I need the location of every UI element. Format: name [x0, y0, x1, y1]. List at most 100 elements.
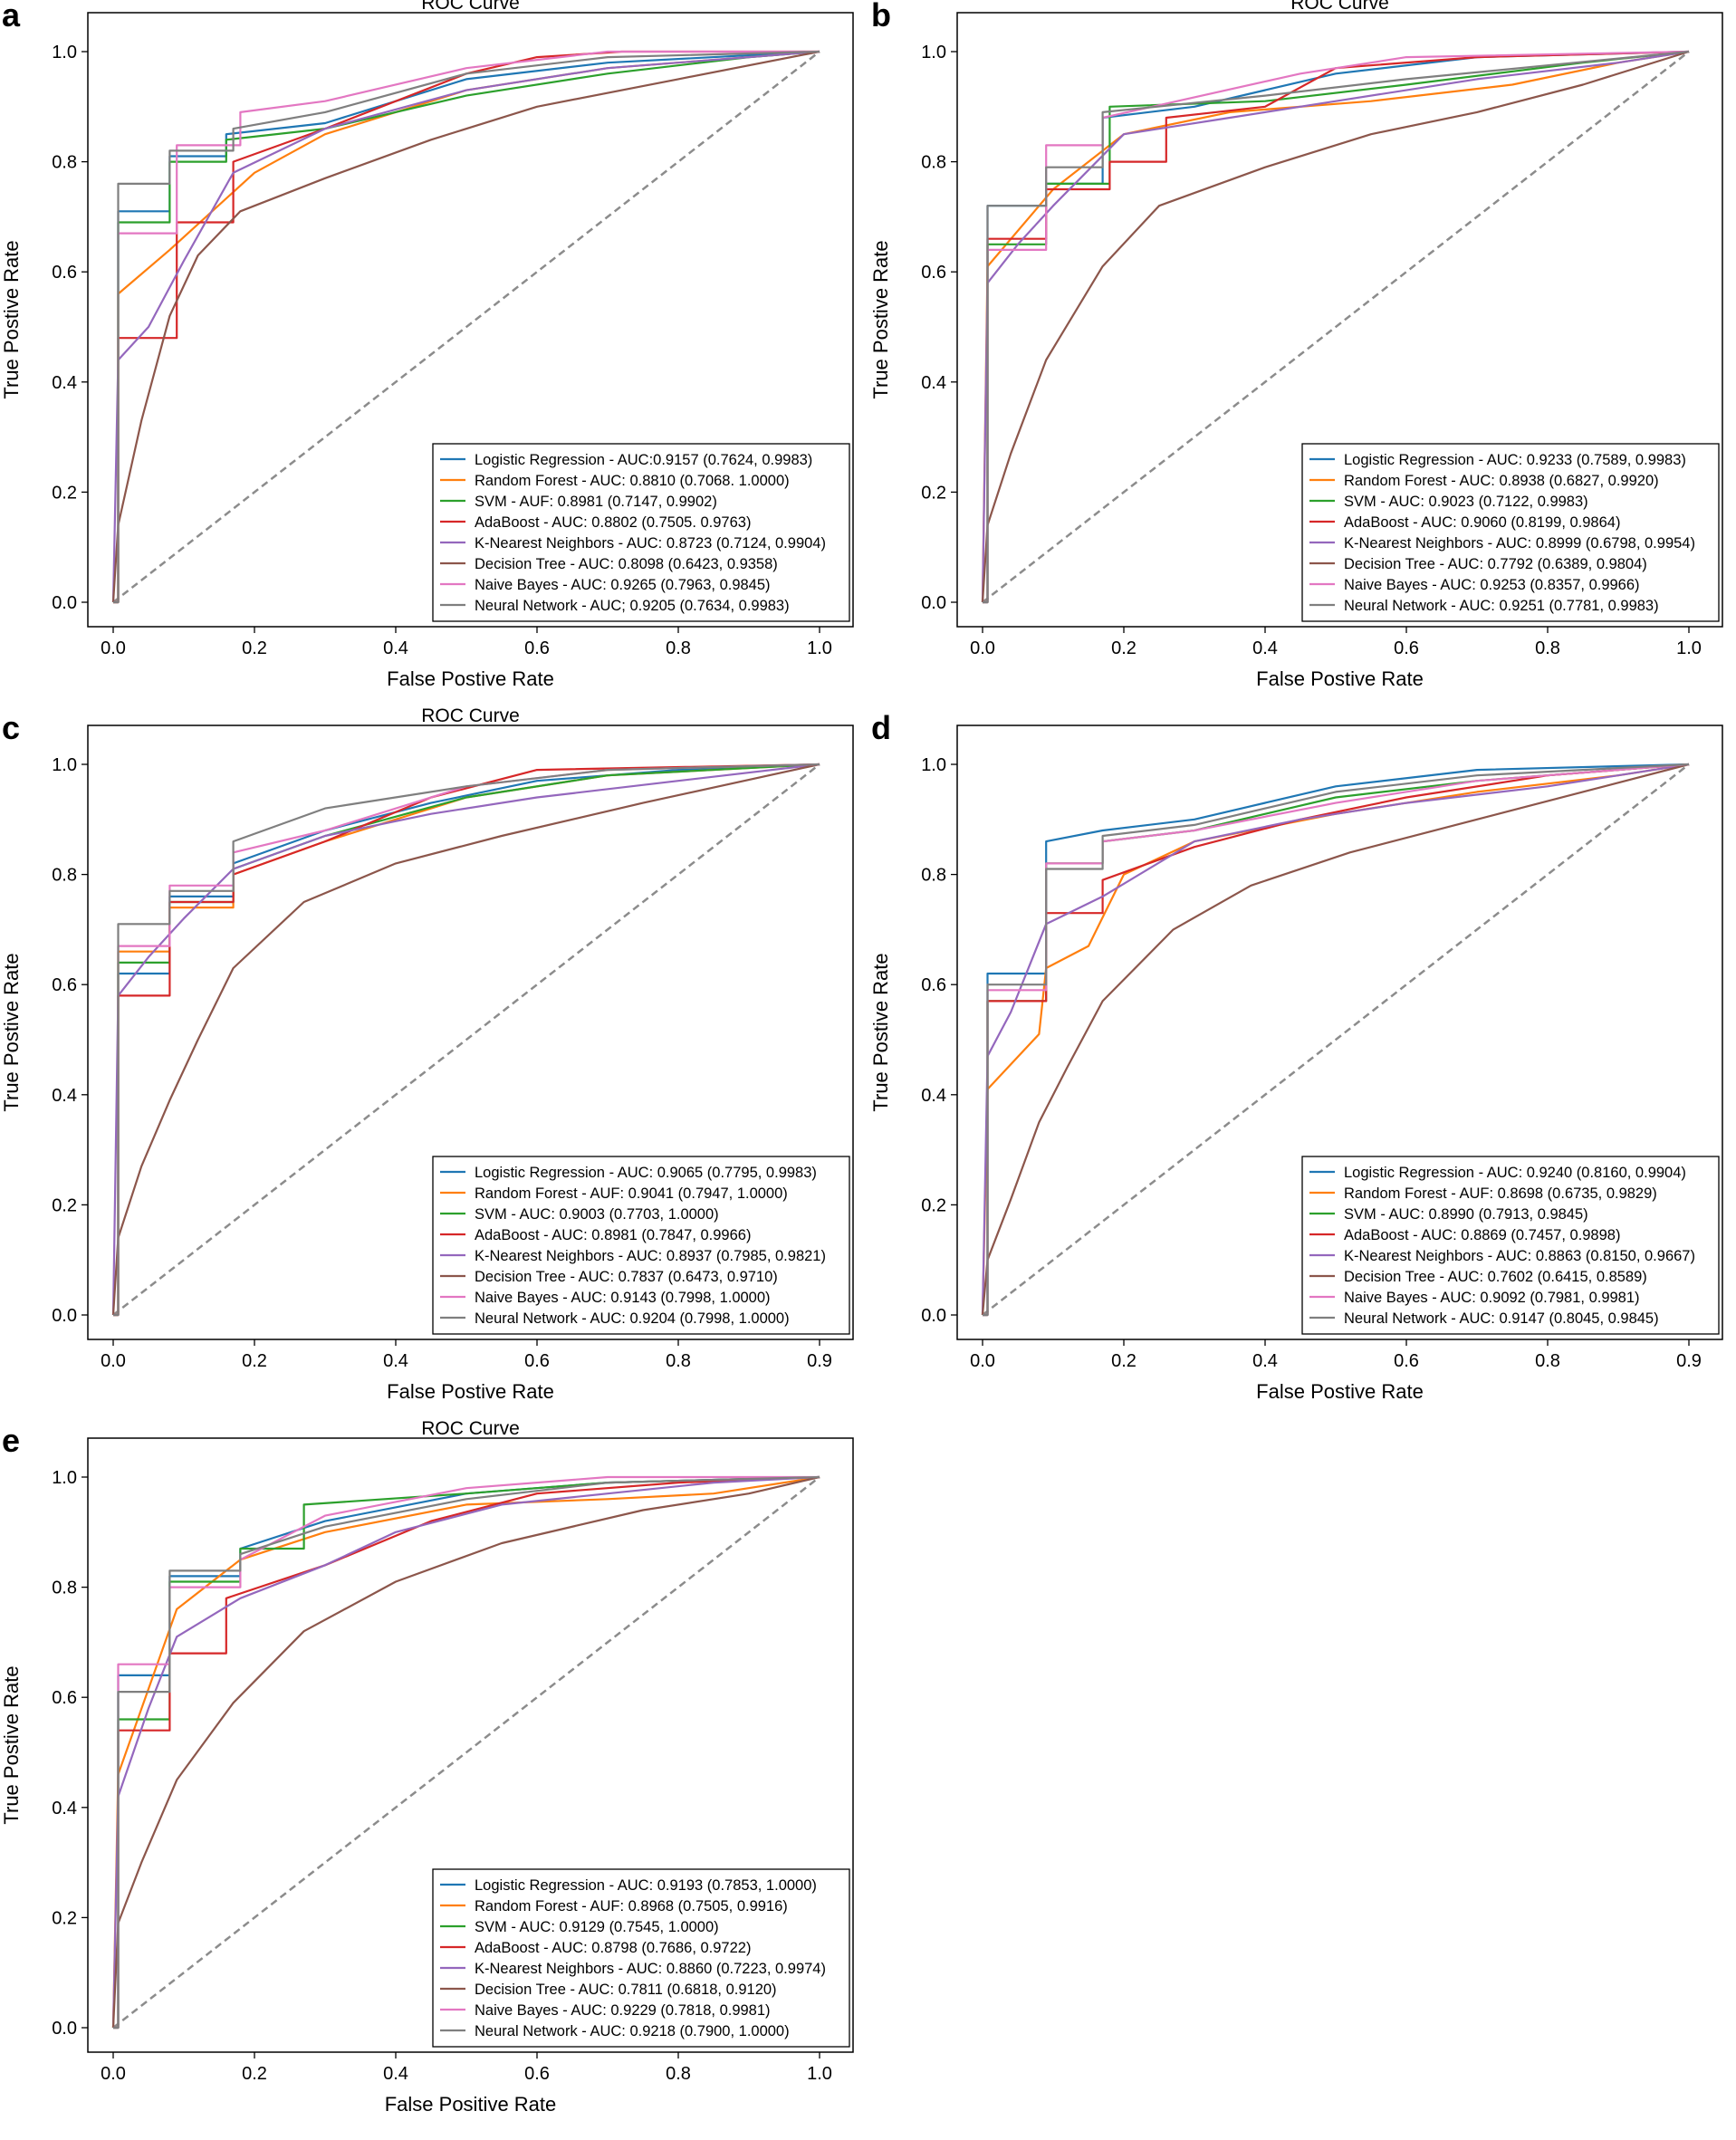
- chart-a-legend-entry-k-nearest-neighbors: K-Nearest Neighbors - AUC: 0.8723 (0.712…: [475, 535, 826, 552]
- chart-d-xtick-label: 0.6: [1394, 1351, 1419, 1371]
- chart-d-line-k-nearest-neighbors: [981, 763, 1690, 1316]
- chart-d-legend-entry-decision-tree: Decision Tree - AUC: 0.7602 (0.6415, 0.8…: [1344, 1269, 1647, 1285]
- chart-e-xlabel: False Positive Rate: [385, 2093, 557, 2116]
- chart-c-legend-entry-adaboost: AdaBoost - AUC: 0.8981 (0.7847, 0.9966): [475, 1227, 751, 1243]
- roc-chart-b: ROC Curve 0.0 0.0 0.2 0.2 0.4 0.4 0.6 0.6 0.8 0.8 1…: [869, 0, 1723, 690]
- chart-b-line-k-nearest-neighbors: [981, 50, 1690, 603]
- chart-b-xtick-label: 0.6: [1394, 638, 1419, 658]
- chart-b-ytick-label: 1.0: [921, 43, 946, 62]
- chart-c-ytick-label: 0.2: [52, 1195, 77, 1215]
- chart-b-legend: [1301, 443, 1720, 622]
- roc-panel-d: d 0.0 0.0 0.2 0.2 0.4 0.4 0.6 0.6 0.8 0.8 0.9 1.0 Fa…: [869, 709, 1736, 1425]
- chart-e-legend-entry-neural-network: Neural Network - AUC: 0.9218 (0.7900, 1.…: [475, 2023, 790, 2039]
- chart-d-ytick-label: 0.0: [921, 1306, 946, 1326]
- chart-c-xtick-label: 0.6: [524, 1351, 550, 1371]
- chart-c-legend-entry-neural-network: Neural Network - AUC: 0.9204 (0.7998, 1.…: [475, 1310, 790, 1327]
- chart-b-ytick-label: 0.2: [921, 483, 946, 503]
- chart-e-legend-entry-logistic-regression: Logistic Regression - AUC: 0.9193 (0.785…: [475, 1877, 817, 1894]
- chart-c-diagonal: [112, 763, 820, 1316]
- chart-e-ytick-label: 0.8: [52, 1579, 77, 1598]
- chart-c-legend-entry-svm: SVM - AUC: 0.9003 (0.7703, 1.0000): [475, 1206, 719, 1223]
- chart-c-legend-entry-decision-tree: Decision Tree - AUC: 0.7837 (0.6473, 0.9…: [475, 1269, 778, 1285]
- chart-d-ytick-label: 0.8: [921, 866, 946, 886]
- chart-e-line-neural-network: [113, 1475, 820, 2030]
- chart-d-legend-entry-random-forest: Random Forest - AUF: 0.8698 (0.6735, 0.9…: [1344, 1185, 1657, 1202]
- chart-c-line-neural-network: [113, 763, 820, 1317]
- chart-c-legend: [432, 1156, 850, 1335]
- chart-e-ytick-label: 0.6: [52, 1688, 77, 1708]
- chart-c-line-k-nearest-neighbors: [111, 763, 820, 1316]
- chart-e-xtick-label: 0.6: [524, 2064, 550, 2084]
- chart-e-xtick-label: 0.0: [101, 2064, 126, 2084]
- chart-c-ytick-label: 0.4: [52, 1086, 77, 1106]
- chart-c-xtick-label: 0.4: [383, 1351, 408, 1371]
- chart-d-xlabel: False Postive Rate: [1256, 1380, 1424, 1403]
- chart-b-xtick-label: 1.0: [1676, 638, 1702, 658]
- chart-b-legend-entry-adaboost: AdaBoost - AUC: 0.9060 (0.8199, 0.9864): [1344, 514, 1620, 531]
- chart-b-ytick-label: 0.0: [921, 593, 946, 613]
- panel-letter-d: d: [871, 709, 891, 746]
- chart-b-ytick-label: 0.4: [921, 373, 946, 393]
- chart-e-legend-entry-adaboost: AdaBoost - AUC: 0.8798 (0.7686, 0.9722): [475, 1940, 751, 1956]
- chart-d-ylabel: True Postive Rate: [869, 953, 892, 1111]
- chart-c-xtick-label: 0.2: [242, 1351, 267, 1371]
- chart-b-line-decision-tree: [981, 50, 1690, 603]
- chart-d-xtick-label: 0.9: [1676, 1351, 1702, 1371]
- chart-a-diagonal: [112, 51, 820, 603]
- chart-b-ytick-label: 0.8: [921, 153, 946, 173]
- chart-a-line-neural-network: [113, 50, 820, 604]
- chart-a-frame: [87, 12, 854, 628]
- chart-a-xtick-label: 0.4: [383, 638, 408, 658]
- chart-d-line-decision-tree: [981, 763, 1690, 1316]
- chart-a-xlabel: False Postive Rate: [387, 667, 554, 690]
- chart-e-xtick-label: 0.4: [383, 2064, 408, 2084]
- chart-b-legend-entry-neural-network: Neural Network - AUC: 0.9251 (0.7781, 0.…: [1344, 598, 1659, 614]
- chart-e-ylabel: True Postive Rate: [0, 1665, 23, 1824]
- chart-d-legend-entry-logistic-regression: Logistic Regression - AUC: 0.9240 (0.816…: [1344, 1165, 1686, 1181]
- chart-d-xtick-label: 0.4: [1252, 1351, 1278, 1371]
- chart-d-legend-entry-adaboost: AdaBoost - AUC: 0.8869 (0.7457, 0.9898): [1344, 1227, 1620, 1243]
- chart-e-legend: [432, 1868, 850, 2048]
- chart-d-ytick-label: 0.4: [921, 1086, 946, 1106]
- chart-a-ytick-label: 0.0: [52, 593, 77, 613]
- chart-b-xtick-label: 0.4: [1252, 638, 1278, 658]
- chart-a-legend-entry-decision-tree: Decision Tree - AUC: 0.8098 (0.6423, 0.9…: [475, 556, 778, 572]
- chart-a-ytick-label: 0.6: [52, 263, 77, 283]
- chart-e-xtick-label: 0.2: [242, 2064, 267, 2084]
- chart-b-legend-entry-svm: SVM - AUC: 0.9023 (0.7122, 0.9983): [1344, 494, 1588, 510]
- chart-e-ytick-label: 0.4: [52, 1799, 77, 1819]
- chart-c-legend-entry-naive-bayes: Naive Bayes - AUC: 0.9143 (0.7998, 1.000…: [475, 1290, 771, 1306]
- chart-d-xtick-label: 0.0: [970, 1351, 995, 1371]
- chart-d-diagonal: [982, 763, 1690, 1316]
- chart-b-xlabel: False Postive Rate: [1256, 667, 1424, 690]
- chart-c-legend-entry-logistic-regression: Logistic Regression - AUC: 0.9065 (0.779…: [475, 1165, 817, 1181]
- panel-letter-c: c: [2, 709, 21, 746]
- chart-e-ytick-label: 1.0: [52, 1468, 77, 1488]
- chart-d-line-neural-network: [983, 763, 1690, 1317]
- chart-b-legend-entry-k-nearest-neighbors: K-Nearest Neighbors - AUC: 0.8999 (0.679…: [1344, 535, 1695, 552]
- chart-c-title: ROC Curve: [421, 705, 520, 726]
- chart-b-legend-entry-naive-bayes: Naive Bayes - AUC: 0.9253 (0.8357, 0.996…: [1344, 577, 1640, 593]
- chart-a-legend-entry-adaboost: AdaBoost - AUC: 0.8802 (0.7505. 0.9763): [475, 514, 751, 531]
- chart-e-line-k-nearest-neighbors: [111, 1475, 820, 2029]
- chart-d-line-random-forest: [981, 763, 1690, 1316]
- chart-a-xtick-label: 0.0: [101, 638, 126, 658]
- chart-b-xtick-label: 0.8: [1535, 638, 1560, 658]
- chart-a-xtick-label: 0.8: [666, 638, 691, 658]
- chart-c-ytick-label: 0.8: [52, 866, 77, 886]
- chart-a-line-k-nearest-neighbors: [111, 50, 820, 603]
- roc-panel-a: a ROC Curve 0.0 0.0 0.2 0.2 0.4 0.4 0.6 0.6 0.8 0.…: [0, 0, 868, 713]
- chart-e-legend-entry-random-forest: Random Forest - AUF: 0.8968 (0.7505, 0.9…: [475, 1898, 788, 1914]
- chart-d-ytick-label: 0.6: [921, 975, 946, 995]
- chart-c-line-decision-tree: [111, 763, 820, 1316]
- chart-d-ytick-label: 1.0: [921, 755, 946, 775]
- chart-e-legend-entry-naive-bayes: Naive Bayes - AUC: 0.9229 (0.7818, 0.998…: [475, 2002, 771, 2019]
- chart-e-xtick-label: 1.0: [807, 2064, 832, 2084]
- chart-c-ytick-label: 0.6: [52, 975, 77, 995]
- chart-b-legend-entry-decision-tree: Decision Tree - AUC: 0.7792 (0.6389, 0.9…: [1344, 556, 1647, 572]
- chart-e-legend-entry-decision-tree: Decision Tree - AUC: 0.7811 (0.6818, 0.9…: [475, 1982, 777, 1998]
- chart-c-xtick-label: 0.0: [101, 1351, 126, 1371]
- chart-e-title: ROC Curve: [421, 1418, 520, 1439]
- chart-d-xtick-label: 0.2: [1111, 1351, 1137, 1371]
- chart-b-line-neural-network: [983, 50, 1690, 604]
